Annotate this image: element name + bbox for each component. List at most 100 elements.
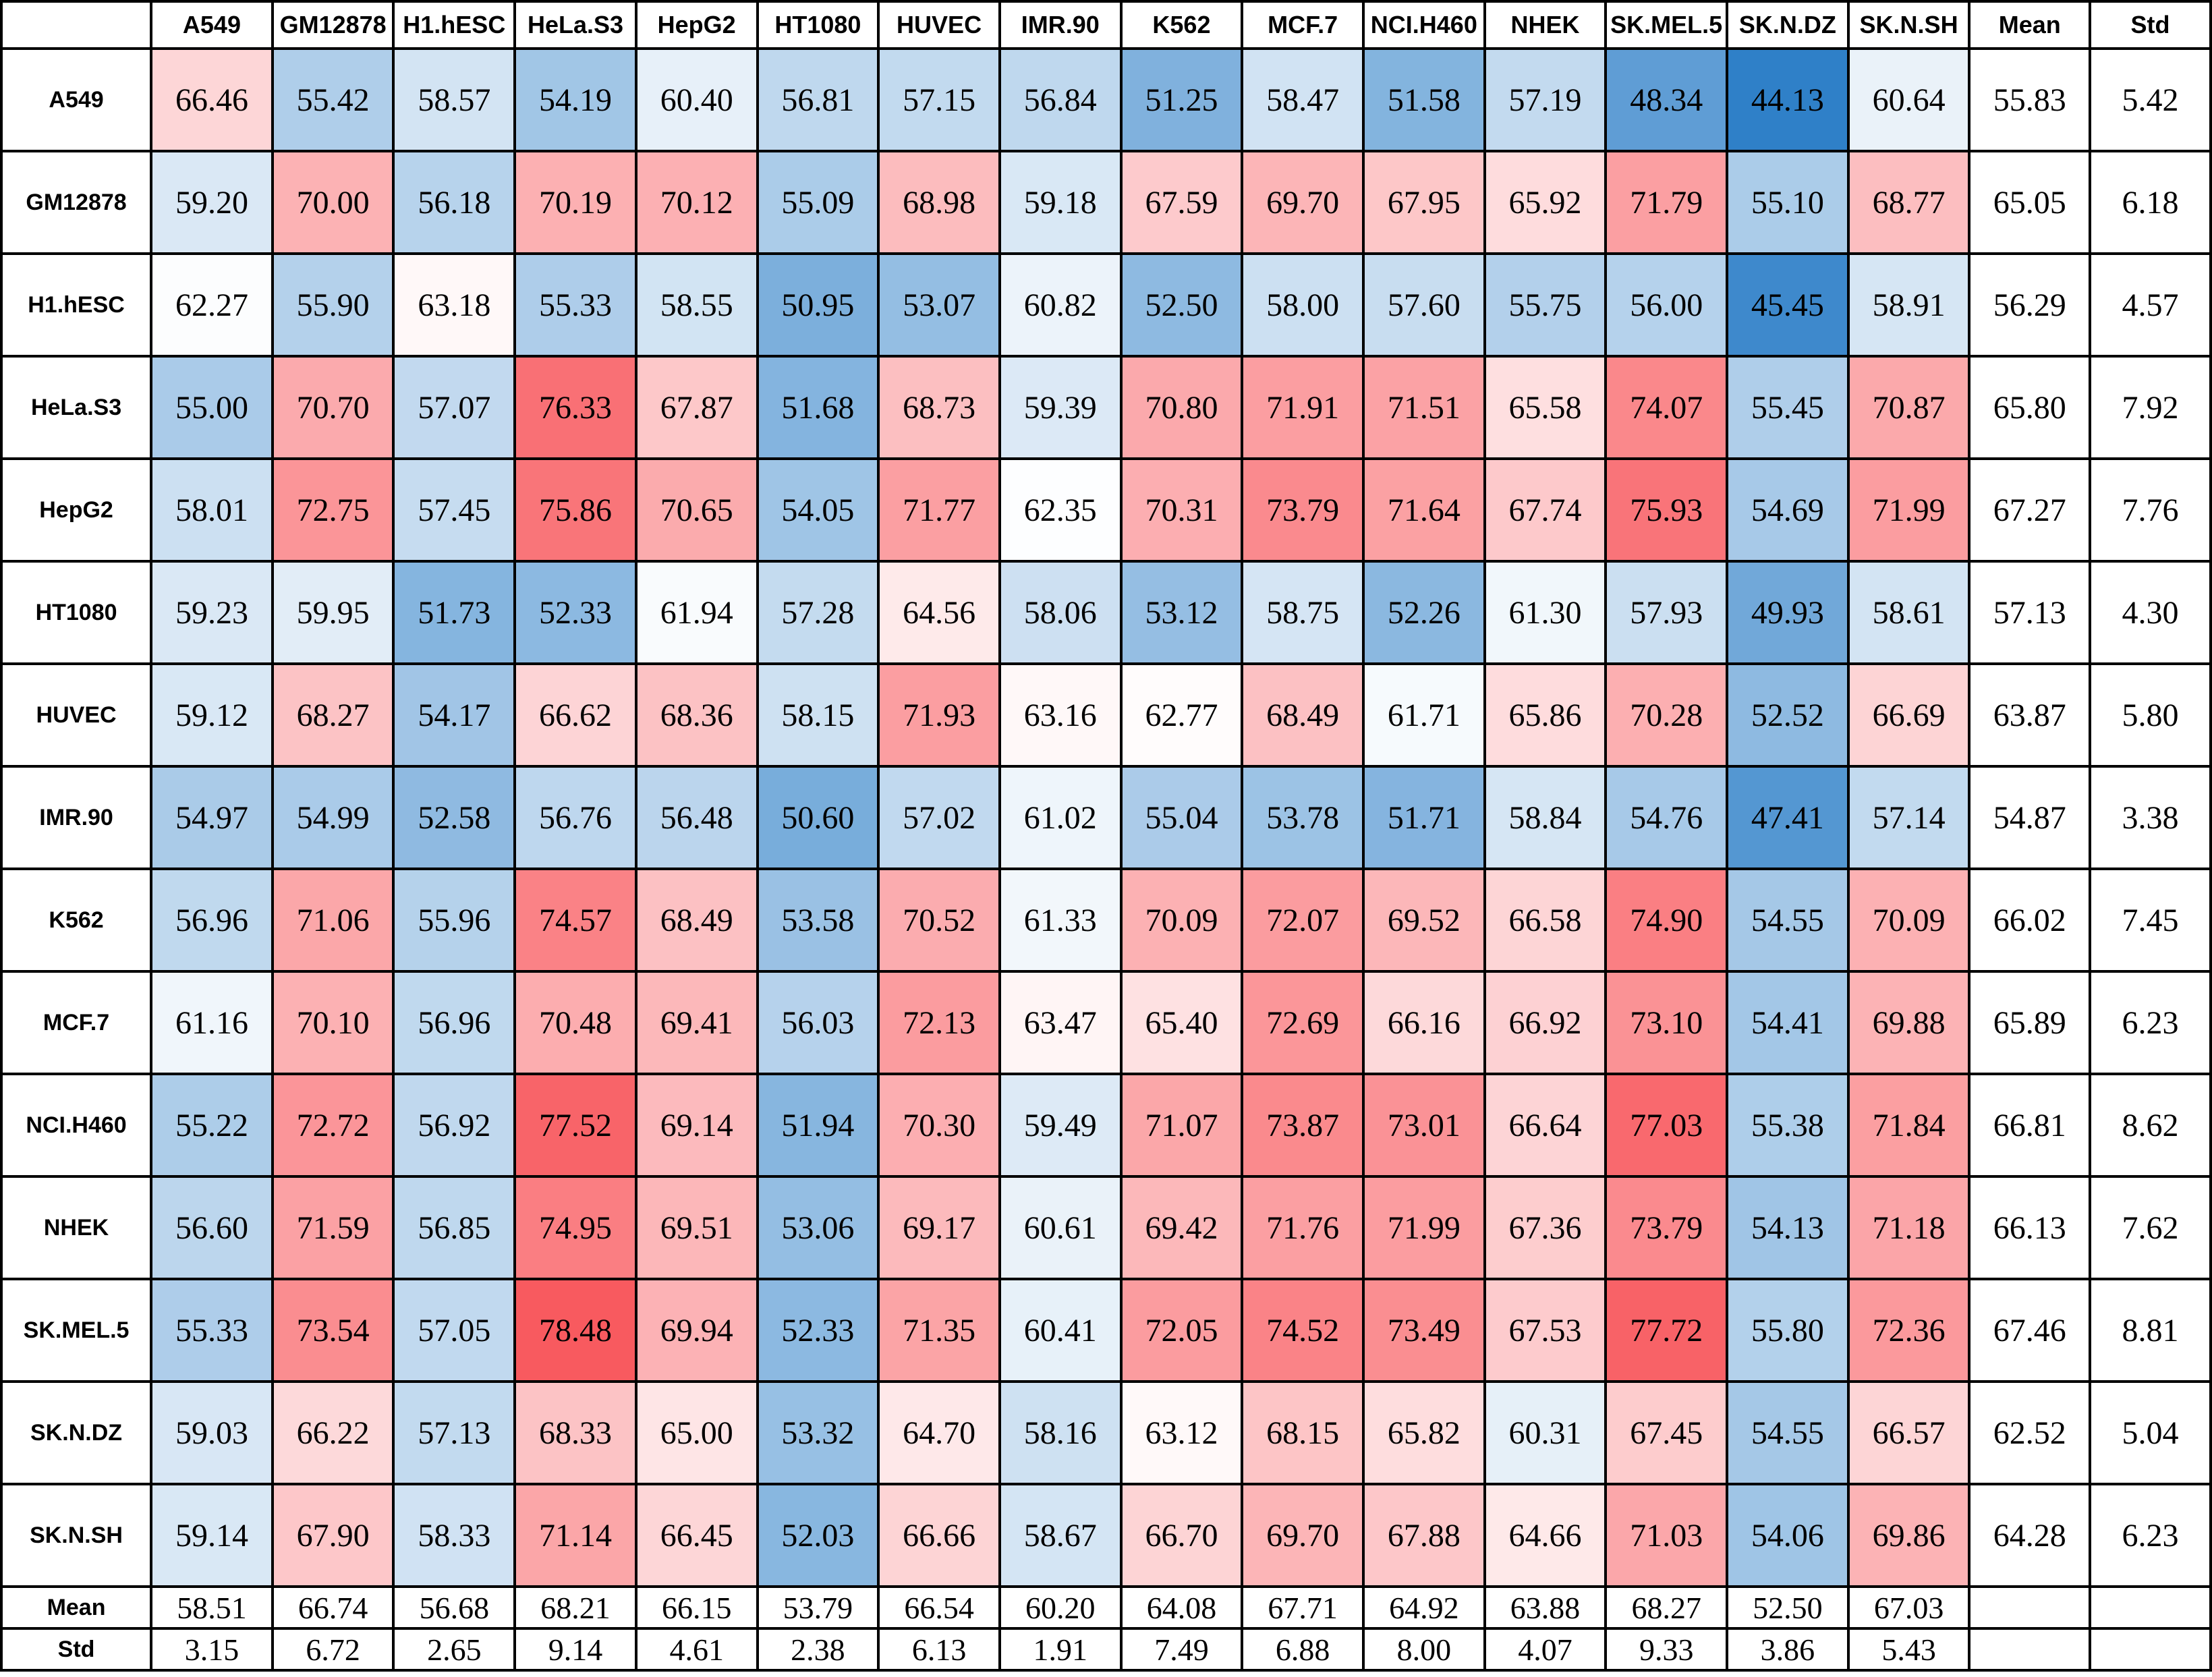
- column-header-ht1080: HT1080: [756, 0, 880, 50]
- column-mean-cell: 68.21: [513, 1585, 637, 1630]
- heatmap-cell: 54.69: [1726, 457, 1850, 563]
- heatmap-cell: 70.87: [1846, 355, 1971, 460]
- table-row: HT1080 59.23 59.95 51.73 52.33 61.94 57.28 64.5…: [0, 560, 2212, 665]
- heatmap-cell: 65.40: [1119, 970, 1244, 1075]
- heatmap-cell: 55.96: [392, 868, 517, 973]
- row-mean-cell: 55.83: [1968, 47, 2092, 152]
- heatmap-cell: 55.09: [756, 150, 880, 255]
- row-header-k562: K562: [0, 868, 153, 973]
- heatmap-cell: 54.05: [756, 457, 880, 563]
- row-mean-cell: 66.81: [1968, 1073, 2092, 1178]
- heatmap-cell: 58.75: [1241, 560, 1365, 665]
- heatmap-cell: 66.70: [1119, 1483, 1244, 1588]
- heatmap-cell: 70.52: [877, 868, 1001, 973]
- row-mean-cell: 65.05: [1968, 150, 2092, 255]
- heatmap-cell: 68.15: [1241, 1380, 1365, 1485]
- heatmap-cell: 59.03: [150, 1380, 274, 1485]
- row-header-gm12878: GM12878: [0, 150, 153, 255]
- heatmap-cell: 67.36: [1483, 1175, 1608, 1280]
- heatmap-cell: 54.19: [513, 47, 637, 152]
- heatmap-cell: 66.16: [1361, 970, 1486, 1075]
- column-std-cell: 3.86: [1726, 1627, 1850, 1672]
- heatmap-cell: 57.93: [1604, 560, 1729, 665]
- heatmap-cell: 60.31: [1483, 1380, 1608, 1485]
- table-row: K562 56.96 71.06 55.96 74.57 68.49 53.58 70.52 6…: [0, 868, 2212, 973]
- column-std-cell: 6.72: [271, 1627, 395, 1672]
- heatmap-cell: 58.91: [1846, 252, 1971, 358]
- heatmap-cell: 67.53: [1483, 1278, 1608, 1383]
- heatmap-cell: 57.28: [756, 560, 880, 665]
- heatmap-cell: 56.48: [634, 765, 759, 870]
- heatmap-cell: 58.16: [998, 1380, 1123, 1485]
- column-mean-cell: 52.50: [1726, 1585, 1850, 1630]
- heatmap-cell: 71.18: [1846, 1175, 1971, 1280]
- heatmap-cell: 56.81: [756, 47, 880, 152]
- heatmap-cell: 50.60: [756, 765, 880, 870]
- heatmap-cell: 67.74: [1483, 457, 1608, 563]
- heatmap-cell: 65.00: [634, 1380, 759, 1485]
- heatmap-cell: 73.87: [1241, 1073, 1365, 1178]
- heatmap-cell: 67.45: [1604, 1380, 1729, 1485]
- heatmap-cell: 47.41: [1726, 765, 1850, 870]
- heatmap-cell: 69.41: [634, 970, 759, 1075]
- column-std-cell: 1.91: [998, 1627, 1123, 1672]
- heatmap-cell: 66.57: [1846, 1380, 1971, 1485]
- column-header-a549: A549: [150, 0, 274, 50]
- heatmap-cell: 54.41: [1726, 970, 1850, 1075]
- heatmap-cell: 53.12: [1119, 560, 1244, 665]
- heatmap-cell: 51.73: [392, 560, 517, 665]
- heatmap-cell: 51.58: [1361, 47, 1486, 152]
- heatmap-cell: 55.33: [150, 1278, 274, 1383]
- heatmap-cell: 70.70: [271, 355, 395, 460]
- row-mean-cell: 62.52: [1968, 1380, 2092, 1485]
- table-row: A549 66.46 55.42 58.57 54.19 60.40 56.81 57.15 5…: [0, 47, 2212, 152]
- heatmap-cell: 56.60: [150, 1175, 274, 1280]
- heatmap-cell: 44.13: [1726, 47, 1850, 152]
- row-std-cell: 8.81: [2089, 1278, 2212, 1383]
- heatmap-cell: 70.19: [513, 150, 637, 255]
- column-std-cell: 4.07: [1483, 1627, 1608, 1672]
- heatmap-cell: 77.52: [513, 1073, 637, 1178]
- heatmap-cell: 54.97: [150, 765, 274, 870]
- heatmap-cell: 56.96: [150, 868, 274, 973]
- heatmap-cell: 71.77: [877, 457, 1001, 563]
- column-std-cell: 4.61: [634, 1627, 759, 1672]
- heatmap-cell: 57.45: [392, 457, 517, 563]
- heatmap-cell: 51.68: [756, 355, 880, 460]
- row-std-cell: 5.04: [2089, 1380, 2212, 1485]
- heatmap-cell: 73.79: [1241, 457, 1365, 563]
- heatmap-cell: 50.95: [756, 252, 880, 358]
- row-header-sk-n-dz: SK.N.DZ: [0, 1380, 153, 1485]
- column-header-nhek: NHEK: [1483, 0, 1608, 50]
- heatmap-cell: 75.86: [513, 457, 637, 563]
- heatmap-cell: 67.88: [1361, 1483, 1486, 1588]
- heatmap-cell: 51.71: [1361, 765, 1486, 870]
- empty-cell: [1968, 1627, 2092, 1672]
- heatmap-cell: 72.13: [877, 970, 1001, 1075]
- heatmap-cell: 51.25: [1119, 47, 1244, 152]
- column-header-sk-n-dz: SK.N.DZ: [1726, 0, 1850, 50]
- heatmap-cell: 56.84: [998, 47, 1123, 152]
- heatmap-cell: 63.12: [1119, 1380, 1244, 1485]
- heatmap-cell: 52.26: [1361, 560, 1486, 665]
- heatmap-cell: 53.78: [1241, 765, 1365, 870]
- column-std-cell: 6.13: [877, 1627, 1001, 1672]
- heatmap-cell: 67.59: [1119, 150, 1244, 255]
- heatmap-cell: 66.92: [1483, 970, 1608, 1075]
- heatmap-cell: 71.07: [1119, 1073, 1244, 1178]
- heatmap-cell: 52.03: [756, 1483, 880, 1588]
- row-header-mcf-7: MCF.7: [0, 970, 153, 1075]
- heatmap-cell: 70.10: [271, 970, 395, 1075]
- heatmap-cell: 56.18: [392, 150, 517, 255]
- column-header-hela-s3: HeLa.S3: [513, 0, 637, 50]
- heatmap-cell: 59.12: [150, 662, 274, 768]
- heatmap-cell: 70.09: [1119, 868, 1244, 973]
- heatmap-cell: 69.52: [1361, 868, 1486, 973]
- column-mean-cell: 67.71: [1241, 1585, 1365, 1630]
- heatmap-cell: 70.48: [513, 970, 637, 1075]
- heatmap-cell: 59.39: [998, 355, 1123, 460]
- heatmap-cell: 69.70: [1241, 150, 1365, 255]
- row-header-huvec: HUVEC: [0, 662, 153, 768]
- heatmap-cell: 73.79: [1604, 1175, 1729, 1280]
